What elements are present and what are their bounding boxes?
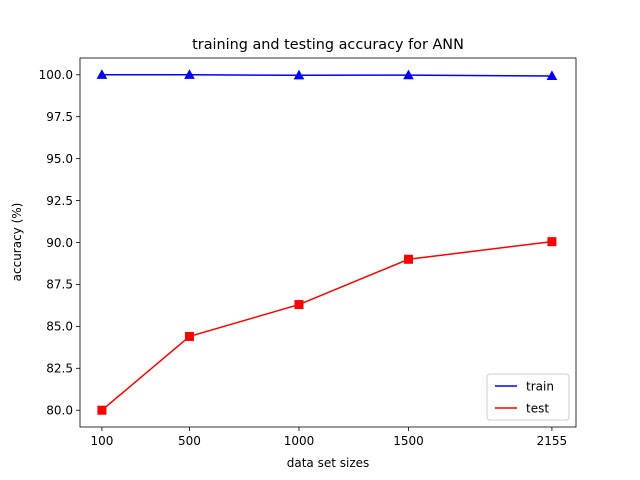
- data-point-train: [184, 69, 195, 79]
- data-point-train: [293, 69, 305, 80]
- chart-title: training and testing accuracy for ANN: [192, 37, 464, 53]
- x-tick-label: 100: [90, 434, 113, 448]
- x-tick-label: 2155: [537, 434, 568, 448]
- data-point-test: [403, 254, 413, 264]
- legend: train test: [486, 373, 570, 421]
- data-point-test: [547, 237, 557, 247]
- plot-area: 100 500 1000 1500 2155 80.0 82.5 85.0 87.5 90.0 92…: [39, 57, 577, 448]
- data-point-test: [97, 405, 107, 415]
- y-tick-label: 95.0: [46, 152, 73, 166]
- y-axis-label: accuracy (%): [10, 203, 24, 282]
- legend-label-test: test: [526, 401, 549, 415]
- y-tick-label: 90.0: [46, 236, 73, 250]
- data-point-test: [184, 331, 194, 341]
- data-point-train: [96, 69, 108, 79]
- data-point-train: [546, 70, 558, 81]
- y-tick-label: 97.5: [46, 110, 73, 124]
- x-tick-label: 1500: [393, 434, 424, 448]
- y-tick-label: 85.0: [46, 320, 73, 334]
- data-point-train: [403, 69, 414, 80]
- plot-frame: [79, 57, 577, 428]
- y-tick-label: 87.5: [46, 278, 73, 292]
- x-tick-label: 500: [178, 434, 201, 448]
- x-axis-label: data set sizes: [287, 456, 370, 470]
- y-tick-label: 100.0: [39, 68, 73, 82]
- y-tick-label: 80.0: [46, 404, 73, 418]
- y-tick-label: 82.5: [46, 362, 73, 376]
- legend-label-train: train: [526, 379, 554, 393]
- y-tick-label: 92.5: [46, 194, 73, 208]
- data-point-test: [294, 300, 304, 310]
- x-tick-label: 1000: [284, 434, 315, 448]
